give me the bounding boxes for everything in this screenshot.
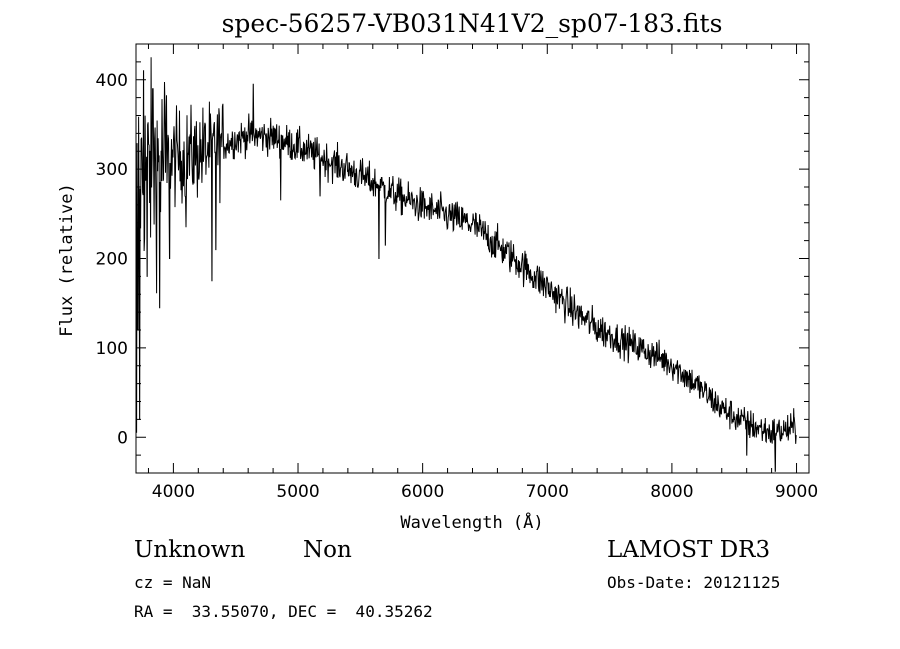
y-tick-label: 0	[117, 428, 128, 448]
spectrum-line	[136, 57, 797, 472]
plot-area: 4000 5000 6000 7000 8000 9000 0 100 200 300 400	[96, 43, 818, 502]
x-tick-label: 8000	[650, 482, 693, 502]
x-axis-label: Wavelength (Å)	[400, 511, 543, 533]
plot-frame	[135, 43, 810, 474]
y-tick-label: 200	[96, 250, 128, 270]
x-tick-label: 5000	[276, 482, 319, 502]
y-tick-label: 300	[96, 160, 128, 180]
y-axis-label: Flux (relative)	[57, 183, 77, 337]
x-tick-label: 4000	[152, 482, 195, 502]
y-tick-label: 100	[96, 339, 128, 359]
object-class: Unknown	[134, 537, 246, 563]
x-tick-label: 7000	[526, 482, 569, 502]
chart-title: spec-56257-VB031N41V2_sp07-183.fits	[222, 9, 723, 38]
object-subclass: Non	[303, 537, 352, 563]
coordinates-label: RA = 33.55070, DEC = 40.35262	[134, 602, 433, 621]
survey-label: LAMOST DR3	[607, 537, 771, 563]
x-tick-label: 9000	[775, 482, 818, 502]
obs-date-label: Obs-Date: 20121125	[607, 573, 781, 592]
x-tick-label: 6000	[401, 482, 444, 502]
y-tick-label: 400	[96, 71, 128, 91]
redshift-label: cz = NaN	[134, 573, 212, 592]
